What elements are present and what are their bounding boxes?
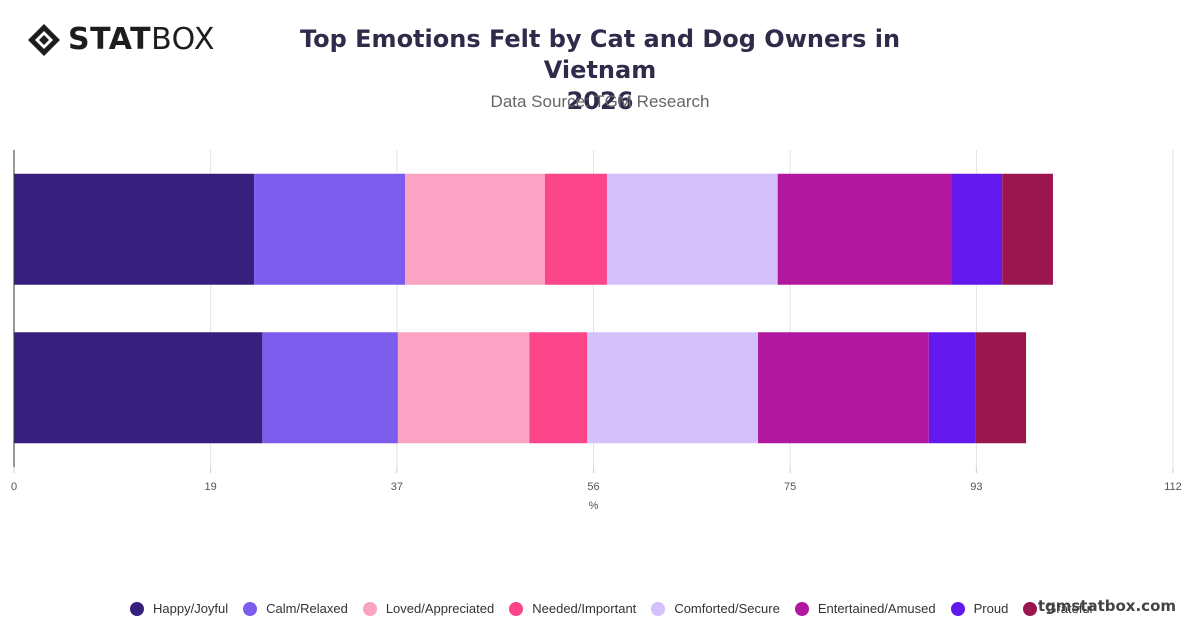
legend-swatch <box>950 601 965 616</box>
bar-segment <box>928 332 976 444</box>
legend-label: Comforted/Secure <box>674 601 780 616</box>
legend-swatch <box>509 601 524 616</box>
bar-segment <box>14 332 263 444</box>
bar-segment <box>758 332 929 444</box>
logo-text-bold: STAT <box>68 22 152 57</box>
bar-segment <box>397 332 530 444</box>
bar-segment <box>587 332 759 444</box>
legend-label: Loved/Appreciated <box>385 601 495 616</box>
chart-legend: Happy/Joyful Calm/Relaxed Loved/Appreciate… <box>130 601 1108 616</box>
statbox-logo: STATBOX <box>26 22 215 58</box>
legend-swatch <box>794 601 809 616</box>
watermark: tgmstatbox.com <box>1037 597 1176 615</box>
legend-item[interactable]: Happy/Joyful <box>130 601 228 616</box>
legend-label: Entertained/Amused <box>817 601 936 616</box>
legend-label: Grateful <box>1046 601 1093 616</box>
legend-label: Happy/Joyful <box>153 601 229 616</box>
legend-item[interactable]: Calm/Relaxed <box>243 601 348 616</box>
bar-segment <box>405 173 545 285</box>
bar-segment <box>14 173 255 285</box>
bar-segment <box>1002 173 1053 285</box>
legend-item[interactable]: Entertained/Amused <box>794 601 936 616</box>
chart-title: Top Emotions Felt by Cat and Dog Owners … <box>250 24 950 117</box>
x-tick-label: 56 <box>587 481 599 493</box>
legend-item[interactable]: Needed/Important <box>509 601 636 616</box>
x-tick-label: 112 <box>1164 481 1182 493</box>
legend-item[interactable]: Proud <box>950 601 1009 616</box>
x-tick-label: 37 <box>391 481 403 493</box>
legend-swatch <box>651 601 666 616</box>
legend-swatch <box>243 601 258 616</box>
bar-segment <box>951 173 1003 285</box>
chart-title-line2: 2026 <box>566 87 634 115</box>
bar-segment <box>529 332 588 444</box>
x-tick-label: 93 <box>970 481 982 493</box>
legend-item[interactable]: Loved/Appreciated <box>362 601 495 616</box>
x-axis-label: % <box>589 500 599 512</box>
diamond-logo-icon <box>28 24 60 56</box>
bar-segment <box>975 332 1027 444</box>
chart-title-line1: Top Emotions Felt by Cat and Dog Owners … <box>299 25 901 84</box>
x-tick-label: 19 <box>204 481 216 493</box>
legend-swatch <box>130 601 144 616</box>
logo-wordmark: STATBOX <box>68 23 215 57</box>
x-tick-label: 0 <box>11 481 17 493</box>
legend-label: Calm/Relaxed <box>266 601 348 616</box>
bar-segment <box>606 173 778 285</box>
bar-segment <box>254 173 406 285</box>
chart-subtitle: Data Source: TGM Research <box>490 92 710 111</box>
legend-item[interactable]: Comforted/Secure <box>651 601 780 616</box>
legend-label: Needed/Important <box>532 601 637 616</box>
bar-segment <box>544 173 607 285</box>
bar-segment <box>777 173 952 285</box>
legend-swatch <box>362 601 377 616</box>
legend-item[interactable]: Grateful <box>1023 601 1093 616</box>
x-tick-label: 75 <box>784 481 796 493</box>
logo-text-light: BOX <box>151 22 215 57</box>
legend-label: Proud <box>973 601 1009 616</box>
bar-segment <box>262 332 398 444</box>
legend-swatch <box>1023 601 1038 616</box>
